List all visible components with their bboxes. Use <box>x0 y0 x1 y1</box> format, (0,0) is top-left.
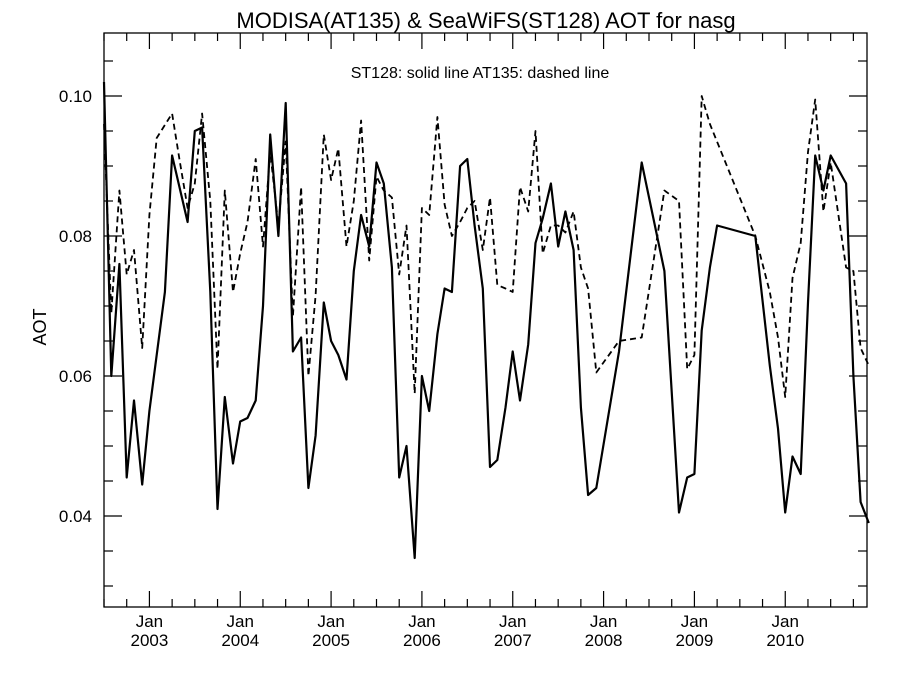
x-tick-year-label: 2008 <box>585 631 623 650</box>
y-tick-label: 0.04 <box>59 507 92 526</box>
plot-frame <box>103 32 868 608</box>
x-tick-month-label: Jan <box>227 612 254 631</box>
x-tick-month-label: Jan <box>772 612 799 631</box>
x-tick-month-label: Jan <box>590 612 617 631</box>
x-tick-month-label: Jan <box>499 612 526 631</box>
x-tick-month-label: Jan <box>408 612 435 631</box>
x-tick-year-label: 2010 <box>766 631 804 650</box>
y-axis-label: AOT <box>30 308 50 345</box>
chart-title: MODISA(AT135) & SeaWiFS(ST128) AOT for n… <box>236 8 735 33</box>
x-tick-year-label: 2003 <box>131 631 169 650</box>
y-tick-label: 0.10 <box>59 87 92 106</box>
x-tick-year-label: 2004 <box>221 631 259 650</box>
x-tick-year-label: 2007 <box>494 631 532 650</box>
series-line-solid <box>102 81 870 560</box>
legend-annotation: ST128: solid line AT135: dashed line <box>351 65 610 82</box>
y-tick-label: 0.06 <box>59 367 92 386</box>
data-series <box>102 81 870 560</box>
x-tick-month-label: Jan <box>317 612 344 631</box>
x-tick-year-label: 2009 <box>676 631 714 650</box>
x-tick-year-label: 2005 <box>312 631 350 650</box>
x-tick-month-label: Jan <box>136 612 163 631</box>
series-line-dashed <box>103 95 870 398</box>
x-tick-month-label: Jan <box>681 612 708 631</box>
axis-ticks <box>103 33 867 607</box>
x-tick-year-label: 2006 <box>403 631 441 650</box>
axis-tick-labels: 0.040.060.080.10Jan2003Jan2004Jan2005Jan… <box>59 87 804 650</box>
y-tick-label: 0.08 <box>59 227 92 246</box>
